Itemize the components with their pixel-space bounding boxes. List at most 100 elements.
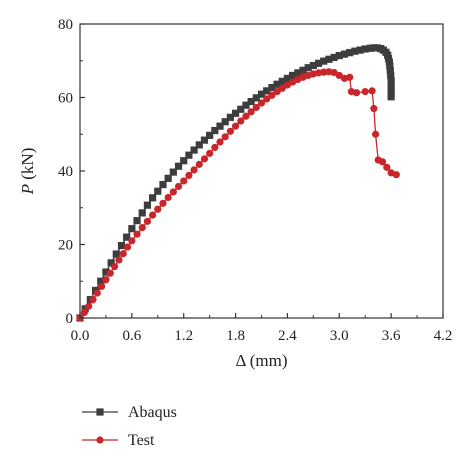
data-point-abaqus [143, 201, 152, 209]
data-point-test [216, 138, 224, 146]
data-point-test [98, 282, 106, 290]
legend-label-abaqus: Abaqus [128, 404, 177, 421]
data-point-test [128, 237, 136, 245]
data-point-abaqus [237, 105, 245, 113]
data-point-abaqus [257, 90, 266, 98]
plot-area [76, 44, 400, 322]
y-axis-title-symbol: P [18, 184, 37, 195]
data-point-abaqus [283, 74, 292, 82]
data-point-abaqus [386, 62, 394, 70]
y-axis-title: P (kN) [18, 148, 37, 196]
data-point-abaqus [351, 47, 359, 55]
data-point-test [368, 87, 376, 95]
legend-marker-abaqus [96, 408, 104, 416]
series-line-abaqus [79, 47, 392, 319]
data-point-abaqus [386, 67, 394, 75]
y-tick-label: 0 [66, 311, 74, 327]
x-tick-label: 1.2 [174, 328, 193, 344]
data-point-abaqus [387, 76, 395, 85]
data-point-abaqus [242, 101, 250, 109]
data-point-abaqus [385, 58, 394, 66]
legend: Abaqus Test [82, 404, 177, 449]
data-point-abaqus [314, 59, 323, 67]
data-point-test [89, 296, 97, 304]
data-point-abaqus [185, 151, 193, 159]
data-point-abaqus [309, 61, 317, 70]
x-tick-label: 1.8 [226, 328, 245, 344]
data-point-abaqus [117, 242, 126, 250]
data-point-abaqus [320, 57, 328, 65]
x-tick-label: 4.2 [434, 328, 453, 344]
data-point-abaqus [387, 82, 395, 90]
data-point-test [221, 133, 229, 141]
data-point-test [143, 217, 152, 225]
data-point-abaqus [149, 194, 157, 202]
data-point-test [371, 130, 380, 138]
data-point-abaqus [252, 94, 260, 102]
data-point-abaqus [81, 305, 89, 313]
data-point-abaqus [387, 93, 395, 101]
y-tick-label: 60 [58, 91, 73, 107]
data-point-abaqus [138, 209, 146, 217]
data-point-test [361, 88, 369, 96]
data-point-test [119, 250, 127, 258]
data-point-test [190, 166, 198, 174]
data-point-abaqus [226, 113, 234, 121]
data-point-test [206, 149, 214, 157]
data-point-abaqus [107, 259, 115, 267]
data-point-abaqus [159, 180, 167, 189]
data-point-abaqus [335, 52, 343, 60]
data-point-test [263, 95, 271, 103]
data-point-abaqus [164, 174, 172, 182]
data-point-abaqus [216, 122, 224, 130]
data-point-abaqus [97, 277, 105, 285]
data-point-test [164, 193, 172, 202]
data-point-abaqus [231, 109, 240, 117]
data-point-abaqus [387, 71, 395, 80]
data-point-test [378, 158, 387, 166]
data-point-test [320, 68, 328, 76]
data-point-abaqus [221, 118, 229, 126]
data-point-test [392, 171, 400, 179]
data-point-abaqus [154, 187, 162, 195]
data-point-abaqus [356, 46, 364, 54]
data-point-abaqus [133, 217, 141, 225]
data-point-abaqus [294, 69, 302, 77]
data-point-test [80, 308, 88, 317]
data-point-abaqus [206, 131, 214, 139]
y-tick-label: 40 [58, 164, 73, 180]
data-point-test [226, 127, 234, 135]
data-point-abaqus [361, 45, 369, 53]
data-point-abaqus [330, 53, 338, 62]
data-point-abaqus [304, 64, 312, 72]
y-tick-label: 20 [58, 238, 73, 254]
data-point-abaqus [299, 66, 307, 74]
x-axis-title: Δ (mm) [235, 351, 287, 370]
legend-marker-test [96, 436, 104, 444]
y-tick-label: 80 [58, 17, 73, 33]
data-point-abaqus [387, 88, 395, 96]
data-point-abaqus [200, 136, 209, 144]
data-point-test [110, 262, 119, 271]
data-point-abaqus [268, 83, 276, 92]
data-point-abaqus [325, 55, 333, 63]
y-axis-title-unit: (kN) [18, 148, 37, 184]
data-point-test [185, 171, 193, 180]
data-point-abaqus [128, 225, 136, 233]
data-point-abaqus [180, 157, 188, 165]
data-point-abaqus [278, 77, 286, 85]
data-point-test [200, 155, 209, 163]
data-point-abaqus [169, 168, 177, 176]
data-point-test [247, 108, 255, 116]
data-point-test [149, 211, 157, 219]
data-point-test [383, 163, 391, 171]
data-point-test [115, 256, 123, 264]
data-point-test [138, 223, 146, 232]
data-point-test [123, 243, 132, 251]
data-point-test [133, 230, 141, 238]
data-point-test [257, 99, 266, 107]
axes: 0.0 0.6 1.2 1.8 2.4 3.0 3.6 4.2 0 20 40 60 80 Δ (mm) P… [18, 17, 452, 370]
x-tick-label: 0.0 [71, 328, 90, 344]
data-point-test [237, 117, 245, 125]
